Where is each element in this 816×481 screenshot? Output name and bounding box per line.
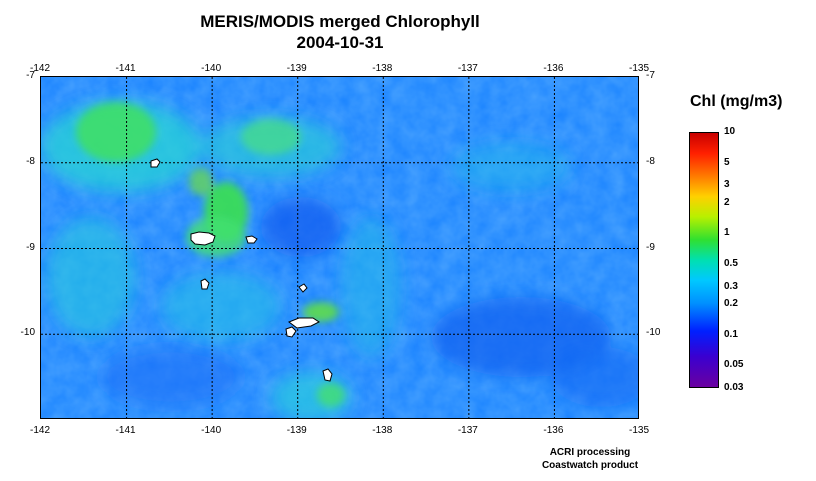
top-lon-tick-label: -140 — [201, 63, 222, 74]
bottom-lon-tick-label: -140 — [201, 425, 222, 436]
colorbar-tick-label: 1 — [724, 227, 730, 239]
top-lon-tick-label: -138 — [372, 63, 393, 74]
top-lon-tick-label: -141 — [115, 63, 136, 74]
chlorophyll-colorbar — [689, 132, 719, 388]
bottom-lon-tick-label: -137 — [457, 425, 478, 436]
colorbar-tick-label: 3 — [724, 179, 730, 191]
graticule — [41, 77, 638, 418]
top-lon-tick-label: -137 — [457, 63, 478, 74]
top-lon-tick-label: -135 — [628, 63, 650, 74]
left-lat-tick-label: -8 — [26, 155, 35, 167]
colorbar-tick-label: 0.5 — [724, 258, 738, 270]
low-chl-patches — [101, 197, 638, 407]
islands — [150, 158, 333, 382]
colorbar-tick-label: 0.1 — [724, 328, 738, 340]
colorbar-tick-label: 0.3 — [724, 280, 738, 292]
map-canvas — [41, 77, 638, 418]
colorbar-tick-label: 10 — [724, 126, 736, 137]
left-lat-tick-label: -10 — [20, 327, 35, 339]
bottom-lon-tick-label: -138 — [372, 425, 393, 436]
bottom-lon-tick-label: -141 — [115, 425, 136, 436]
chlorophyll-map — [40, 76, 639, 419]
high-chl-zones — [76, 102, 345, 407]
island-eiao — [150, 158, 161, 168]
colorbar-title: Chl (mg/m3) — [690, 93, 783, 110]
colorbar-tick-label: 0.03 — [724, 382, 744, 393]
island-nuku-hiva — [190, 231, 216, 246]
right-lat-tick-label: -8 — [646, 155, 655, 167]
island-motane — [322, 368, 333, 382]
top-lon-tick-label: -139 — [286, 63, 307, 74]
left-lat-tick-label: -9 — [26, 241, 35, 253]
left-lat-tick-label: -7 — [26, 70, 35, 81]
right-lat-tick-label: -10 — [646, 327, 661, 339]
chart-date: 2004-10-31 — [296, 33, 384, 52]
island-hiva-oa — [285, 326, 297, 338]
credit-product: Coastwatch product — [541, 460, 639, 471]
colorbar-tick-label: 0.05 — [724, 359, 744, 371]
credit-processing: ACRI processing — [549, 447, 631, 458]
colorbar-tick-label: 2 — [724, 196, 730, 208]
chart-title: MERIS/MODIS merged Chlorophyll — [200, 12, 480, 31]
island-tahuata — [287, 317, 320, 329]
top-lon-tick-label: -142 — [29, 63, 51, 74]
island-fatu-hiva — [298, 283, 308, 293]
bottom-lon-tick-label: -135 — [628, 425, 650, 436]
mid-chl-filaments — [41, 102, 571, 418]
bottom-lon-tick-label: -142 — [29, 425, 51, 436]
colorbar-tick-label: 0.2 — [724, 298, 738, 310]
bottom-lon-tick-label: -136 — [543, 425, 564, 436]
bottom-lon-tick-label: -139 — [286, 425, 307, 436]
right-lat-tick-label: -9 — [646, 241, 655, 253]
top-lon-tick-label: -136 — [543, 63, 564, 74]
colorbar-tick-label: 5 — [724, 156, 730, 168]
right-lat-tick-label: -7 — [646, 70, 655, 81]
island-ua-pou — [200, 278, 210, 290]
island-ua-huka — [245, 235, 258, 244]
